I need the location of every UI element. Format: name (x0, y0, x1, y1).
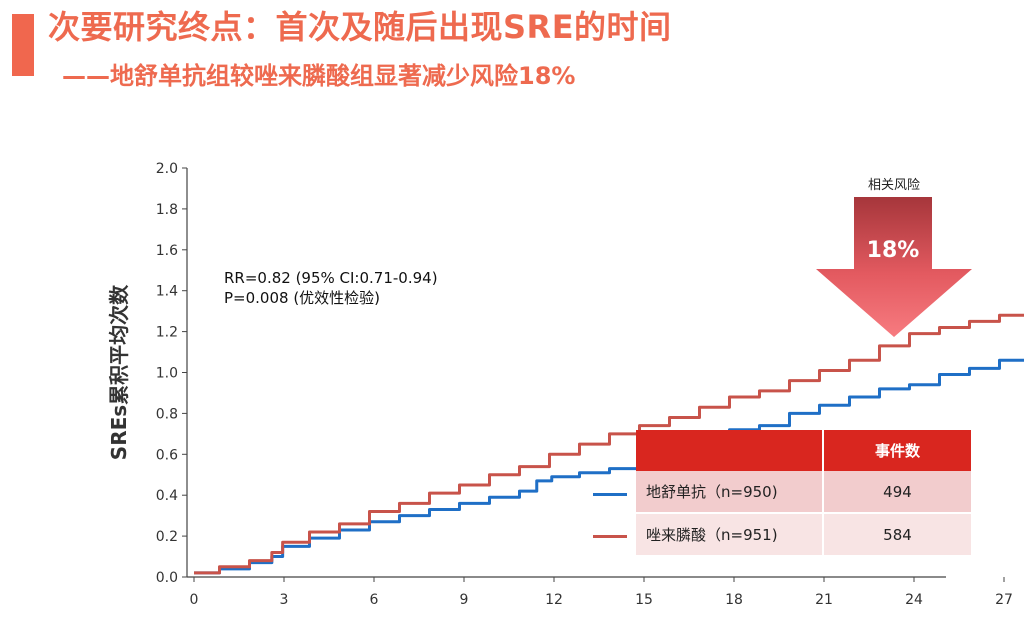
table-row: 地舒单抗（n=950) 494 (636, 471, 971, 514)
events-header-blank (636, 430, 824, 471)
title-accent-bar (12, 14, 34, 76)
x-tick-label: 9 (460, 592, 469, 608)
events-header-label: 事件数 (823, 430, 971, 471)
y-tick-label: 0.4 (156, 488, 178, 504)
events-row-value: 494 (823, 471, 971, 514)
page-title: 次要研究终点：首次及随后出现SRE的时间 (48, 8, 672, 46)
x-tick-label: 21 (815, 592, 833, 608)
y-tick-label: 0.2 (156, 529, 178, 545)
x-tick-label: 0 (190, 592, 199, 608)
events-table: 事件数 地舒单抗（n=950) 494 唑来膦酸（n=951) 584 (636, 430, 971, 555)
y-axis-label: SREs累积平均次数 (107, 284, 131, 460)
series-line-zoledronic (194, 313, 1024, 575)
x-tick-label: 15 (635, 592, 653, 608)
y-tick-label: 1.4 (156, 284, 178, 300)
x-tick-label: 27 (995, 592, 1013, 608)
down-arrow-icon (816, 197, 972, 337)
risk-value: 18% (866, 238, 920, 263)
y-tick-label: 2.0 (156, 161, 178, 177)
chart-axes: SREs累积平均次数 (107, 168, 946, 578)
events-table-header: 事件数 (636, 430, 971, 471)
p-value-text: P=0.008 (优效性检验) (224, 289, 381, 307)
x-tick-label: 18 (725, 592, 743, 608)
x-tick-label: 6 (370, 592, 379, 608)
y-tick-label: 1.2 (156, 325, 178, 341)
y-tick-label: 1.8 (156, 202, 178, 218)
page-subtitle: ——地舒单抗组较唑来膦酸组显著减少风险18% (62, 62, 576, 90)
y-tick-label: 0.0 (156, 570, 178, 586)
stats-box: RR=0.82 (95% CI:0.71-0.94) P=0.008 (优效性检… (224, 268, 438, 308)
events-row-value: 584 (823, 513, 971, 555)
x-tick-label: 12 (545, 592, 563, 608)
x-tick-label: 24 (905, 592, 923, 608)
y-tick-label: 1.0 (156, 366, 178, 382)
events-row-name: 唑来膦酸（n=951) (636, 513, 824, 555)
chart-ticks: 0.0 0.2 0.4 0.6 0.8 1.0 1.2 1.4 1.6 1.8 2.0 0 3 6 9 12 1… (156, 161, 1013, 608)
y-tick-label: 0.6 (156, 447, 178, 463)
legend-line-denosumab (593, 493, 627, 496)
events-row-name: 地舒单抗（n=950) (636, 471, 824, 514)
rr-text: RR=0.82 (95% CI:0.71-0.94) (224, 269, 438, 287)
risk-label: 相关风险 (867, 178, 920, 193)
legend-line-zoledronic (593, 535, 627, 538)
table-row: 唑来膦酸（n=951) 584 (636, 513, 971, 555)
y-tick-label: 1.6 (156, 243, 178, 259)
x-tick-label: 3 (280, 592, 289, 608)
y-tick-label: 0.8 (156, 406, 178, 422)
